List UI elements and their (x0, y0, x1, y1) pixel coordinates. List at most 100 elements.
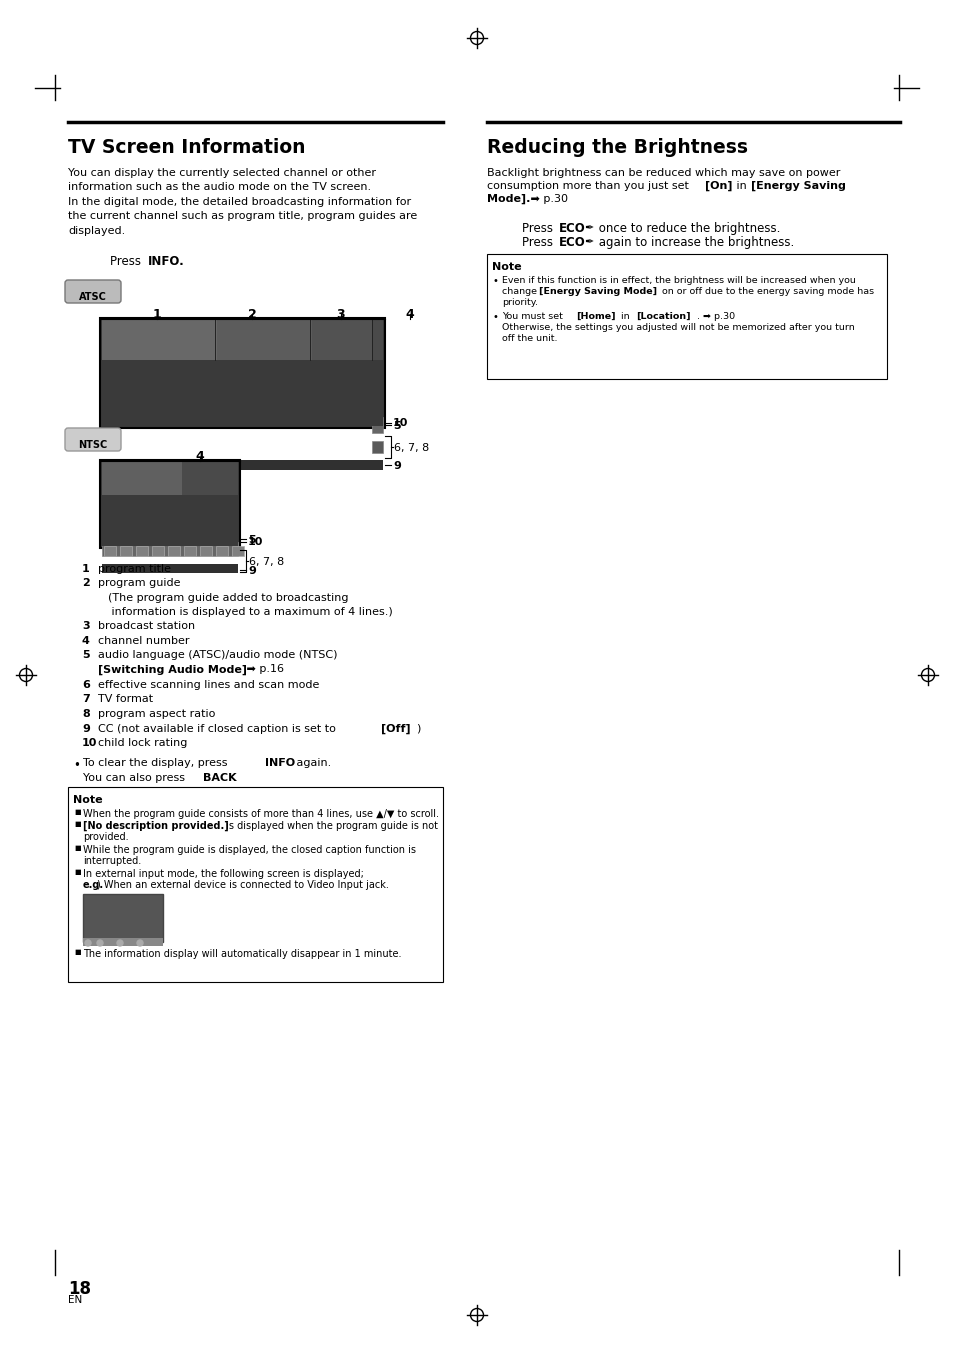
Text: 9: 9 (82, 724, 90, 733)
Text: 18: 18 (68, 1280, 91, 1297)
Text: ■: ■ (74, 869, 81, 875)
Bar (152, 545, 164, 556)
Bar (168, 545, 180, 556)
Text: Reducing the Brightness: Reducing the Brightness (486, 138, 747, 157)
Text: 5: 5 (82, 649, 90, 660)
Text: [Energy Saving Mode]: [Energy Saving Mode] (538, 288, 657, 296)
Text: 4: 4 (195, 450, 204, 463)
Text: 10: 10 (248, 537, 263, 547)
Text: 3: 3 (82, 621, 90, 630)
Bar (102, 362, 382, 418)
Bar (102, 462, 182, 495)
Text: [No description provided.]: [No description provided.] (83, 821, 229, 832)
Text: ECO: ECO (558, 221, 585, 235)
Text: Even if this function is in effect, the brightness will be increased when you: Even if this function is in effect, the … (501, 275, 855, 285)
Text: in: in (618, 312, 632, 321)
Text: 4: 4 (82, 636, 90, 645)
Text: once to reduce the brightness.: once to reduce the brightness. (595, 221, 780, 235)
Bar (312, 320, 372, 360)
Text: 3: 3 (336, 308, 345, 321)
Text: 2: 2 (248, 308, 256, 321)
Text: Mode].: Mode]. (486, 194, 530, 204)
Text: e.g.: e.g. (83, 880, 104, 890)
Text: effective scanning lines and scan mode: effective scanning lines and scan mode (98, 680, 319, 690)
Text: . ➡ p.30: . ➡ p.30 (697, 312, 735, 321)
Text: interrupted.: interrupted. (83, 856, 141, 865)
Text: is displayed when the program guide is not: is displayed when the program guide is n… (223, 821, 437, 832)
Text: program guide: program guide (98, 579, 180, 589)
Bar (120, 545, 132, 556)
Text: Backlight brightness can be reduced which may save on power: Backlight brightness can be reduced whic… (486, 167, 840, 178)
Text: •: • (493, 275, 498, 286)
Text: ■: ■ (74, 821, 81, 828)
Text: [Location]: [Location] (636, 312, 690, 321)
Text: BACK: BACK (203, 774, 236, 783)
Text: ■: ■ (74, 845, 81, 850)
Text: 2: 2 (82, 579, 90, 589)
Text: Otherwise, the settings you adjusted will not be memorized after you turn: Otherwise, the settings you adjusted wil… (501, 323, 854, 332)
Text: channel number: channel number (98, 636, 190, 645)
Bar (215, 545, 228, 556)
Bar (100, 460, 240, 548)
Bar (104, 545, 116, 556)
Bar (200, 545, 212, 556)
Bar (102, 460, 382, 470)
Text: again to increase the brightness.: again to increase the brightness. (595, 236, 794, 248)
Text: (The program guide added to broadcasting
 information is displayed to a maximum : (The program guide added to broadcasting… (108, 593, 393, 617)
Bar (102, 386, 382, 427)
Text: CC (not available if closed caption is set to: CC (not available if closed caption is s… (98, 724, 339, 733)
Text: •: • (493, 312, 498, 323)
Text: In external input mode, the following screen is displayed;: In external input mode, the following sc… (83, 869, 363, 879)
Bar (486, 254, 886, 379)
Text: [Home]: [Home] (576, 312, 615, 321)
Bar (83, 938, 163, 946)
Text: Note: Note (73, 795, 103, 805)
Text: broadcast station: broadcast station (98, 621, 195, 630)
Bar (136, 545, 148, 556)
Text: 6, 7, 8: 6, 7, 8 (249, 558, 284, 567)
Circle shape (117, 940, 123, 946)
Text: ) When an external device is connected to Video Input jack.: ) When an external device is connected t… (97, 880, 389, 890)
Text: ): ) (416, 724, 420, 733)
Text: You can also press: You can also press (83, 774, 189, 783)
Bar (102, 541, 237, 556)
Bar (102, 320, 216, 360)
Bar (102, 512, 237, 545)
Text: program aspect ratio: program aspect ratio (98, 709, 215, 720)
Text: Press: Press (521, 221, 557, 235)
Text: change: change (501, 288, 539, 296)
Bar (216, 320, 312, 360)
Text: You can display the currently selected channel or other
information such as the : You can display the currently selected c… (68, 167, 416, 236)
Text: [On]: [On] (704, 181, 732, 192)
Text: ➡ p.30: ➡ p.30 (526, 194, 567, 204)
Bar (182, 462, 237, 495)
Text: 6, 7, 8: 6, 7, 8 (394, 443, 429, 454)
Circle shape (85, 940, 91, 946)
Text: When the program guide consists of more than 4 lines, use ▲/▼ to scroll.: When the program guide consists of more … (83, 809, 438, 819)
Text: 10: 10 (393, 418, 408, 428)
Text: To clear the display, press: To clear the display, press (83, 759, 231, 768)
Text: 5: 5 (393, 421, 400, 431)
Circle shape (97, 940, 103, 946)
Text: child lock rating: child lock rating (98, 738, 187, 748)
Text: ECO: ECO (558, 236, 585, 248)
Text: 4: 4 (405, 308, 414, 321)
Text: 6: 6 (82, 680, 90, 690)
Bar (372, 417, 382, 433)
Text: off the unit.: off the unit. (501, 333, 557, 343)
Text: ✒: ✒ (583, 223, 593, 234)
Text: ✒: ✒ (583, 238, 593, 247)
Text: ➡ p.16: ➡ p.16 (243, 664, 284, 675)
Text: [Switching Audio Mode]: [Switching Audio Mode] (98, 664, 247, 675)
Text: consumption more than you just set: consumption more than you just set (486, 181, 692, 190)
Bar (102, 564, 237, 572)
Bar (184, 545, 195, 556)
Text: in: in (732, 181, 749, 190)
Bar (372, 441, 382, 454)
Text: INFO: INFO (265, 759, 294, 768)
Text: TV Screen Information: TV Screen Information (68, 138, 305, 157)
Text: The information display will automatically disappear in 1 minute.: The information display will automatical… (83, 949, 401, 958)
Text: While the program guide is displayed, the closed caption function is: While the program guide is displayed, th… (83, 845, 416, 855)
Text: ATSC: ATSC (79, 292, 107, 302)
Text: [Energy Saving: [Energy Saving (750, 181, 845, 192)
